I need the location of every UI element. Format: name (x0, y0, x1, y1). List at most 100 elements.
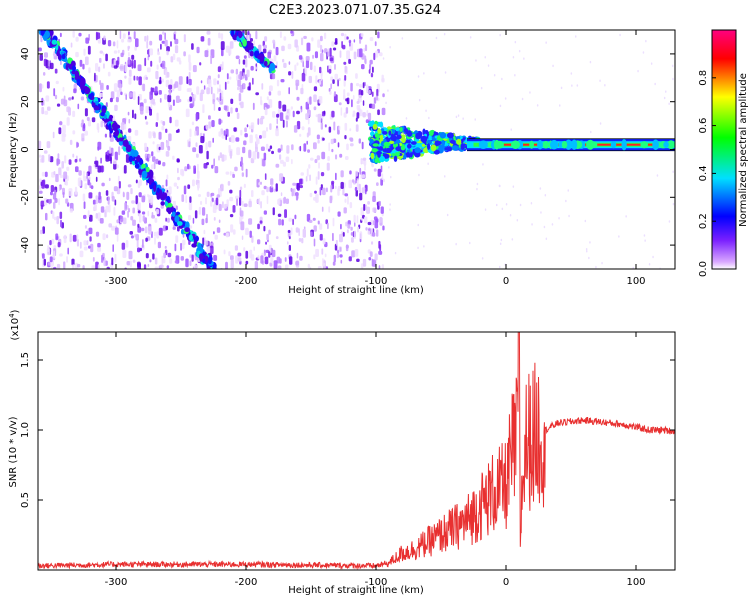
heatmap-cell (41, 155, 45, 163)
heatmap-cell (120, 215, 124, 222)
heatmap-cell (153, 160, 156, 170)
heatmap-cell (162, 121, 166, 126)
heatmap-cell (334, 73, 338, 80)
streak-point (263, 60, 268, 67)
heatmap-cell (48, 199, 51, 205)
heatmap-cell (335, 154, 338, 160)
heatmap-cell (62, 124, 66, 134)
heatmap-cell (133, 31, 136, 40)
heatmap-cell (262, 158, 266, 167)
heatmap-cell (262, 48, 267, 54)
heatmap-cell (293, 125, 298, 133)
heatmap-cell (322, 238, 326, 245)
heatmap-cell (369, 63, 372, 71)
heatmap-cell (367, 112, 372, 121)
heatmap-cell (331, 41, 335, 47)
heatmap-cell (229, 171, 232, 176)
signal-blob (663, 141, 669, 148)
heatmap-cell (260, 96, 262, 105)
signal-point (395, 152, 400, 156)
heatmap-cell (192, 147, 197, 153)
heatmap-cell (151, 87, 155, 93)
heatmap-cell (132, 207, 135, 214)
heatmap-cell (371, 232, 376, 237)
heatmap-cell (237, 257, 242, 262)
heatmap-cell (180, 168, 184, 176)
streak-point (138, 168, 143, 176)
heatmap-noise-layer (38, 30, 675, 269)
heatmap-cell (223, 154, 227, 161)
heatmap-cell (271, 73, 276, 80)
heatmap-cell (367, 201, 370, 205)
heatmap-cell (198, 145, 203, 154)
heatmap-cell (339, 50, 342, 58)
heatmap-cell (82, 124, 86, 132)
heatmap-cell (39, 54, 43, 61)
streak-point (111, 122, 118, 130)
heatmap-cell (353, 214, 356, 223)
heatmap-cell (308, 219, 313, 223)
heatmap-cell (59, 211, 63, 219)
streak-point (91, 102, 96, 107)
heatmap-cell (363, 48, 366, 52)
heatmap-cell (214, 205, 218, 210)
streak-point (199, 253, 204, 260)
heatmap-cell (314, 51, 318, 59)
heatmap-cell (45, 212, 48, 221)
heatmap-cell (67, 247, 69, 255)
heatmap-cell (91, 265, 96, 269)
streak-point (156, 193, 161, 200)
streak-point (197, 242, 202, 251)
streak-point (108, 123, 112, 131)
heatmap-cell (125, 154, 130, 163)
heatmap-cell (135, 38, 139, 48)
heatmap-cell (188, 71, 191, 81)
heatmap-cell (318, 80, 322, 85)
heatmap-cell (217, 66, 221, 73)
heatmap-cell (39, 83, 42, 93)
heatmap-cell (149, 259, 152, 263)
heatmap-cell (267, 148, 271, 152)
heatmap-cell (288, 61, 291, 65)
heatmap-cell (172, 53, 176, 60)
heatmap-cell (345, 107, 349, 114)
heatmap-cell (287, 229, 291, 233)
heatmap-cell (264, 106, 268, 116)
heatmap-cell (120, 52, 124, 58)
heatmap-cell (127, 184, 132, 188)
snr-series-line (38, 332, 675, 570)
heatmap-cell (275, 183, 278, 192)
heatmap-cell (271, 249, 276, 258)
heatmap-cell (121, 38, 125, 43)
heatmap-cell (139, 214, 142, 223)
heatmap-cell (650, 62, 653, 65)
heatmap-cell (544, 194, 547, 197)
heatmap-cell (196, 153, 199, 158)
heatmap-cell (97, 126, 100, 133)
heatmap-cell (295, 192, 299, 201)
heatmap-cell (417, 75, 420, 78)
heatmap-cell (155, 122, 158, 127)
heatmap-cell (303, 35, 307, 39)
heatmap-cell (132, 91, 136, 101)
heatmap-cell (223, 130, 226, 136)
heatmap-cell (313, 142, 317, 150)
heatmap-cell (309, 96, 312, 105)
heatmap-cell (313, 254, 316, 260)
heatmap-cell (224, 81, 227, 90)
heatmap-cell (306, 132, 309, 138)
heatmap-cell (363, 203, 366, 211)
heatmap-cell (192, 65, 197, 73)
heatmap-cell (253, 246, 255, 251)
heatmap-cell (359, 84, 363, 88)
colorbar-tick-label: 0.2 (698, 213, 709, 229)
heatmap-cell (444, 71, 447, 74)
heatmap-cell (43, 72, 46, 76)
heatmap-cell (247, 30, 250, 36)
heatmap-cell (260, 146, 265, 151)
heatmap-cell (235, 68, 238, 75)
heatmap-cell (352, 110, 356, 117)
heatmap-cell (79, 250, 84, 258)
heatmap-cell (474, 118, 476, 121)
heatmap-cell (290, 227, 293, 235)
